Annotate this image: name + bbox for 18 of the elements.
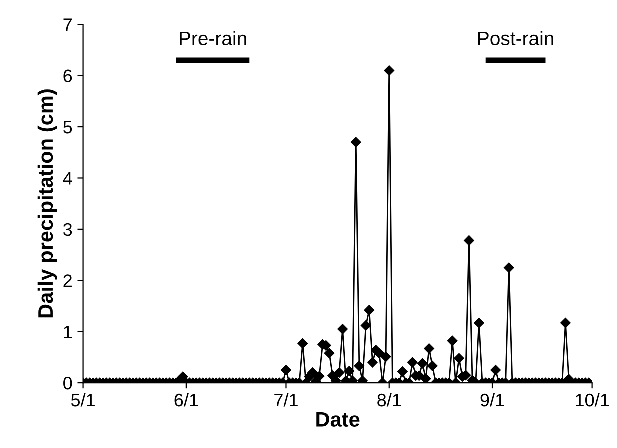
x-tick-label: 8/1 (378, 393, 402, 407)
y-tick-label: 7 (64, 18, 72, 32)
y-tick-label: 5 (64, 121, 72, 134)
x-tick-label: 10/1 (576, 393, 610, 407)
y-tick-label: 6 (64, 70, 72, 83)
series-label: Pre-rain (180, 31, 246, 46)
x-axis-title: Date (316, 412, 360, 427)
y-axis-title: Daily precipitation (cm) (38, 90, 58, 318)
series-label: Post-rain (478, 31, 554, 46)
x-tick-label: 6/1 (174, 393, 198, 407)
x-tick-label: 7/1 (274, 393, 298, 407)
x-tick-label: 9/1 (480, 393, 504, 407)
y-tick-label: 4 (63, 172, 72, 185)
y-tick-label: 3 (64, 223, 72, 236)
x-tick-label: 5/1 (71, 393, 95, 407)
y-tick-label: 2 (64, 274, 72, 288)
y-tick-label: 0 (64, 376, 72, 390)
y-tick-label: 1 (64, 326, 72, 338)
